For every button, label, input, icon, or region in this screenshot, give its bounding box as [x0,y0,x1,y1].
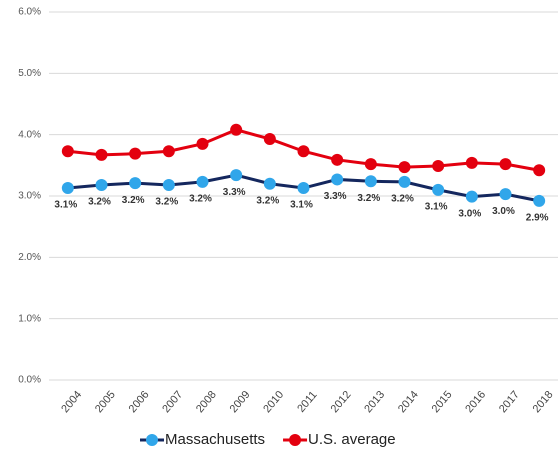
data-point [499,158,512,171]
data-point [162,145,175,158]
y-tick-label: 5.0% [18,68,41,79]
data-label: 3.1% [425,202,448,213]
x-tick-label: 2013 [362,389,387,415]
data-point [331,173,344,186]
data-label: 3.2% [155,197,178,208]
data-point [465,156,478,169]
y-tick-label: 6.0% [18,7,41,18]
data-label: 3.0% [492,206,515,217]
legend-marker [289,434,302,446]
data-point [162,178,175,191]
x-tick-label: 2011 [295,389,319,415]
y-tick-label: 0.0% [18,375,41,386]
x-tick-label: 2017 [497,389,522,415]
data-point [465,190,478,203]
data-point [196,175,209,188]
data-point [230,123,243,136]
x-tick-label: 2010 [261,389,286,415]
data-label: 3.2% [256,195,279,206]
data-label: 3.1% [290,200,313,211]
data-point [263,177,276,190]
data-label: 3.2% [122,195,145,206]
data-point [432,159,445,172]
data-label: 3.1% [54,200,77,211]
data-point [95,148,108,161]
data-point [533,194,546,207]
data-point [364,158,377,171]
x-tick-label: 2006 [127,389,152,415]
data-label: 3.2% [88,197,111,208]
data-point [129,177,142,190]
data-label: 3.0% [458,208,481,219]
data-point [230,169,243,182]
data-point [196,137,209,150]
data-label: 3.3% [223,187,246,198]
data-label: 2.9% [526,213,549,224]
data-point [263,132,276,145]
x-tick-label: 2009 [228,389,253,415]
data-label: 3.3% [324,191,347,202]
data-point [398,161,411,174]
legend-marker [146,434,158,446]
data-label: 3.2% [391,194,414,205]
x-tick-label: 2005 [93,389,118,415]
y-tick-label: 1.0% [18,313,41,324]
data-point [398,175,411,188]
x-tick-label: 2008 [194,389,219,415]
data-point [61,182,74,195]
x-tick-label: 2015 [430,389,455,415]
data-point [533,164,546,177]
x-tick-label: 2014 [396,389,421,415]
data-point [61,145,74,158]
y-tick-label: 3.0% [18,191,41,202]
y-tick-label: 4.0% [18,129,41,140]
data-point [432,183,445,196]
data-point [364,175,377,188]
x-tick-label: 2007 [160,389,185,415]
x-tick-label: 2018 [531,389,556,415]
data-label: 3.2% [357,193,380,204]
x-tick-label: 2004 [59,389,84,415]
data-point [129,147,142,160]
data-point [297,182,310,195]
data-point [331,153,344,166]
x-tick-label: 2012 [329,389,354,415]
legend-label: U.S. average [308,431,396,448]
y-tick-label: 2.0% [18,252,41,263]
legend-label: Massachusetts [165,431,265,448]
x-tick-label: 2016 [463,389,488,415]
data-point [95,178,108,191]
data-point [499,188,512,201]
data-point [297,145,310,158]
data-label: 3.2% [189,194,212,205]
